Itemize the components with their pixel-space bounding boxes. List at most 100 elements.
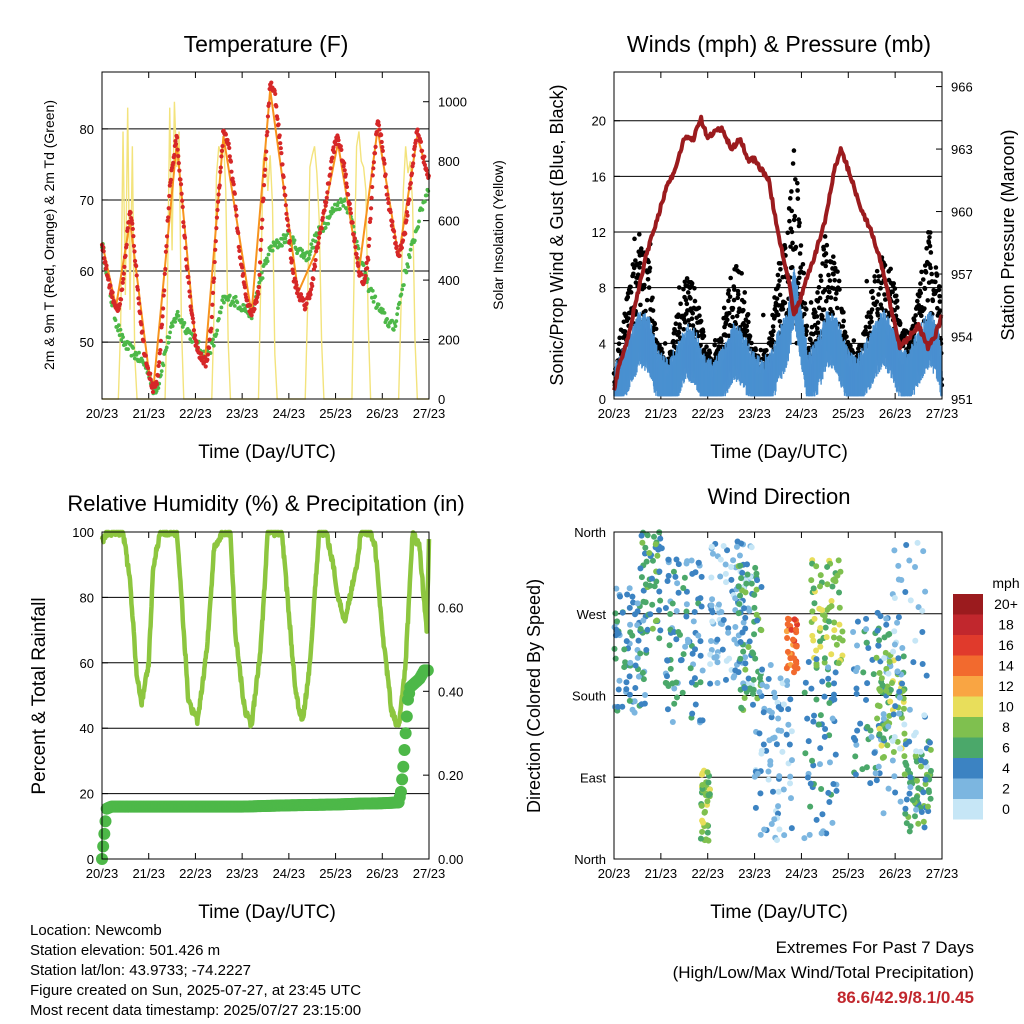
temperature-2m-point bbox=[209, 326, 214, 331]
dewpoint-point bbox=[417, 219, 421, 224]
temperature-2m-point bbox=[214, 215, 220, 220]
humidity-xtick-label: 27/23 bbox=[413, 866, 446, 881]
wind-direction-point bbox=[644, 532, 651, 539]
wind-direction-point bbox=[652, 541, 659, 548]
dewpoint-point bbox=[179, 317, 184, 322]
wind-gust-point bbox=[814, 314, 820, 319]
temperature-2m-point bbox=[117, 301, 123, 307]
wind-gust-point bbox=[825, 285, 831, 290]
dewpoint-point bbox=[338, 206, 342, 211]
wind-gust-point bbox=[874, 268, 880, 274]
temperature-2m-point bbox=[379, 139, 384, 145]
wind-gust-point bbox=[837, 287, 842, 292]
temperature-2m-point bbox=[298, 292, 304, 297]
temperature-2m-point bbox=[342, 161, 347, 166]
temperature-2m-point bbox=[354, 251, 359, 257]
wind-gust-point bbox=[804, 307, 809, 312]
wind-direction-point bbox=[922, 780, 929, 787]
temperature-2m-point bbox=[351, 232, 356, 237]
humidity-ytick-label: 20 bbox=[80, 787, 94, 802]
wind-direction-point bbox=[907, 784, 914, 791]
wind-direction-point bbox=[832, 751, 839, 758]
dewpoint-point bbox=[393, 324, 398, 328]
precipitation-point bbox=[394, 785, 407, 798]
dewpoint-point bbox=[380, 307, 385, 312]
dewpoint-point bbox=[161, 363, 166, 368]
wind-direction-point bbox=[742, 654, 749, 661]
temperature-2m-point bbox=[214, 226, 219, 231]
wind-gust-point bbox=[741, 299, 747, 305]
wind-direction-point bbox=[817, 745, 824, 752]
wind-direction-point bbox=[901, 730, 908, 737]
temperature-2m-point bbox=[160, 314, 165, 319]
wind-direction-point bbox=[697, 652, 704, 659]
wind-gust-point bbox=[788, 244, 793, 249]
temperature-ytick-label: 80 bbox=[80, 122, 94, 137]
wind-gust-point bbox=[787, 218, 792, 224]
wind-gust-point bbox=[743, 333, 749, 338]
wind-direction-point bbox=[831, 680, 838, 687]
legend-swatch bbox=[953, 737, 983, 758]
wind-direction-point bbox=[824, 563, 831, 570]
wind-direction-point bbox=[825, 618, 832, 625]
dewpoint-point bbox=[233, 294, 238, 299]
wind-direction-point bbox=[881, 634, 888, 641]
wind-direction-point bbox=[700, 819, 707, 826]
dewpoint-point bbox=[382, 310, 387, 315]
wind-gust-point bbox=[937, 293, 942, 299]
wind-direction-point bbox=[695, 559, 702, 566]
winds-y2tick-label: 960 bbox=[951, 205, 973, 220]
wind-gust-point bbox=[682, 320, 688, 325]
wind-direction-point bbox=[854, 642, 861, 649]
wind-direction-point bbox=[896, 710, 903, 717]
wind-direction-point bbox=[754, 617, 761, 624]
wind-direction-point bbox=[817, 583, 824, 590]
wind-direction-point bbox=[637, 626, 644, 633]
wind-gust-point bbox=[650, 295, 655, 301]
wind-gust-point bbox=[875, 313, 881, 318]
dewpoint-point bbox=[385, 317, 389, 321]
temperature-2m-point bbox=[308, 287, 314, 292]
temperature-2m-point bbox=[148, 377, 153, 382]
temperature-2m-point bbox=[275, 116, 280, 121]
wind-direction-point bbox=[895, 562, 902, 569]
temperature-2m-point bbox=[372, 151, 378, 156]
temperature-2m-point bbox=[376, 119, 381, 125]
wind-direction-point bbox=[643, 646, 650, 653]
wind-direction-point bbox=[783, 731, 790, 738]
wind-direction-point bbox=[683, 613, 690, 620]
wind-direction-point bbox=[829, 715, 836, 722]
wind-direction-point bbox=[758, 627, 765, 634]
wind-direction-point bbox=[616, 677, 623, 684]
temperature-2m-point bbox=[422, 162, 427, 168]
temperature-y2tick-label: 400 bbox=[438, 273, 460, 288]
wind-gust-point bbox=[833, 296, 838, 302]
wind-direction-point bbox=[776, 773, 783, 780]
temperature-2m-point bbox=[366, 243, 371, 248]
wind-direction-point bbox=[921, 759, 928, 766]
temperature-2m-point bbox=[158, 338, 163, 343]
temperature-2m-point bbox=[404, 218, 409, 223]
temperature-2m-point bbox=[384, 184, 389, 190]
wind-gust-point bbox=[920, 277, 926, 282]
temperature-2m-point bbox=[301, 297, 306, 302]
temperature-2m-point bbox=[108, 283, 113, 288]
wind-gust-point bbox=[804, 323, 810, 329]
wind-direction-point bbox=[735, 583, 742, 590]
temperature-2m-point bbox=[272, 88, 277, 93]
wind-direction-point bbox=[881, 654, 888, 661]
wind-gust-point bbox=[808, 300, 814, 305]
wind-gust-point bbox=[878, 286, 883, 291]
wind-direction-point bbox=[780, 786, 787, 793]
temperature-2m-point bbox=[344, 184, 350, 190]
wind-direction-point bbox=[731, 636, 738, 643]
wind-gust-point bbox=[628, 284, 633, 290]
wind-direction-point bbox=[720, 616, 727, 623]
wind-direction-point bbox=[818, 786, 825, 793]
wind-direction-point bbox=[699, 828, 706, 835]
temperature-2m-point bbox=[261, 196, 266, 201]
wind-direction-point bbox=[638, 701, 645, 708]
temperature-2m-point bbox=[399, 245, 405, 250]
wind-gust-point bbox=[863, 328, 868, 334]
wind-direction-point bbox=[830, 577, 837, 584]
